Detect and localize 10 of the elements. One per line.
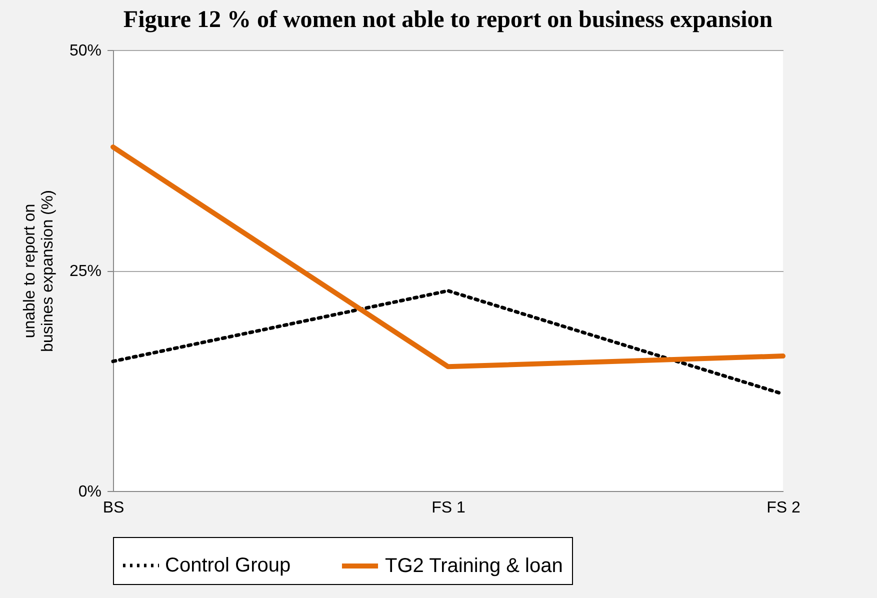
legend-label: Control Group xyxy=(165,554,291,576)
chart-title: Figure 12 % of women not able to report on business expansion xyxy=(123,7,773,33)
x-tick-label: FS 2 xyxy=(766,500,800,516)
x-tick-label: BS xyxy=(102,500,124,516)
y-axis-title: unable to report on busines expansion (%) xyxy=(21,190,56,352)
y-tick-label: 50% xyxy=(69,42,102,60)
legend-label: TG2 Training & loan xyxy=(385,555,563,577)
y-tick-label: 0% xyxy=(78,484,102,500)
x-tick-label: FS 1 xyxy=(432,500,466,516)
y-tick-label: 25% xyxy=(69,263,102,280)
